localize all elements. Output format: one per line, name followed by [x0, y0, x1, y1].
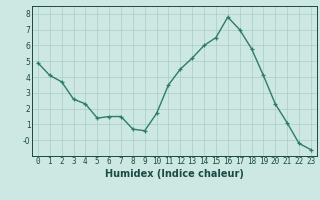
X-axis label: Humidex (Indice chaleur): Humidex (Indice chaleur)	[105, 169, 244, 179]
